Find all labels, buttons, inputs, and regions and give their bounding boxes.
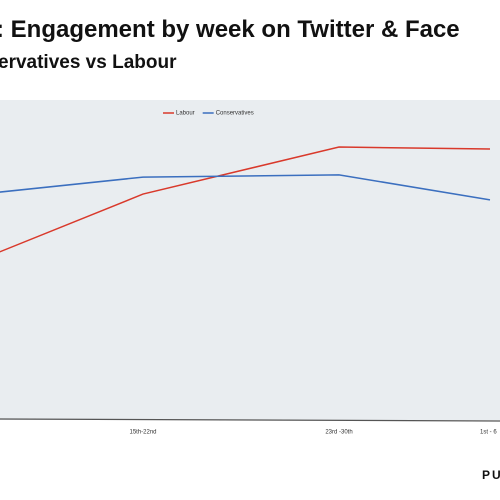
subtitle: ervatives vs Labour — [0, 52, 177, 73]
title: : Engagement by week on Twitter & Face — [0, 16, 460, 43]
x-tick-label: 1st - 6 — [480, 430, 497, 436]
series-line — [0, 146, 491, 253]
series-line — [0, 174, 491, 201]
x-tick-label: 23rd -30th — [325, 430, 352, 436]
legend-label: Labour — [176, 111, 195, 117]
plot-area — [0, 100, 500, 420]
brand: PU — [482, 468, 500, 482]
x-tick-label: 15th-22nd — [129, 430, 156, 436]
x-axis — [0, 418, 500, 422]
legend-label: Conservatives — [216, 111, 254, 117]
